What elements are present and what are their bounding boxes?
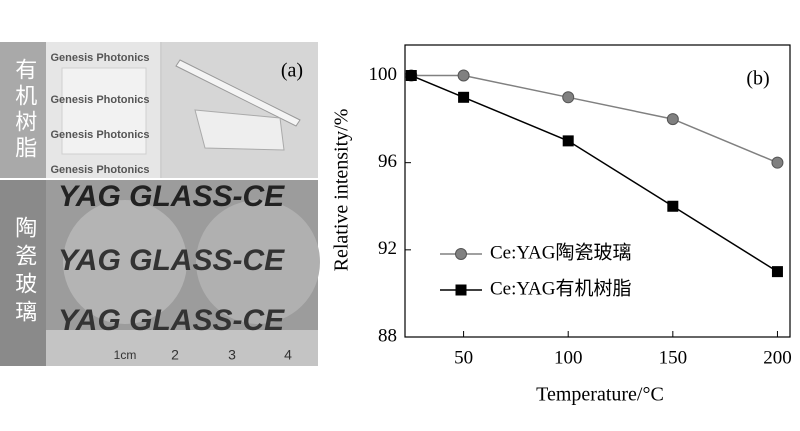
legend-label: Ce:YAG陶瓷玻璃	[490, 241, 631, 263]
tweezer	[175, 59, 301, 127]
x-tick-label: 200	[763, 347, 792, 368]
resin-piece	[61, 67, 147, 155]
panel-label: (a)	[281, 60, 303, 82]
brand-text: Genesis Photonics	[50, 52, 149, 64]
x-axis-title: Temperature/°C	[536, 384, 664, 406]
data-point	[562, 135, 574, 147]
data-point	[457, 69, 470, 82]
data-point	[667, 200, 679, 212]
ruler	[46, 330, 318, 366]
plot-frame	[404, 44, 791, 338]
y-axis-title: Relative intensity/%	[331, 109, 353, 272]
x-tick-label: 100	[554, 347, 583, 368]
glass-text: YAG GLASS-CE	[58, 180, 285, 213]
brand-text: Genesis Photonics	[50, 129, 149, 141]
legend-marker	[455, 284, 467, 296]
y-tick-label: 100	[369, 64, 398, 85]
y-tick-label: 88	[378, 325, 397, 346]
data-point	[562, 91, 575, 104]
ruler-number: 3	[228, 347, 236, 363]
x-tick-label: 50	[454, 347, 473, 368]
label-strip	[0, 42, 46, 178]
ruler-number: 4	[284, 347, 292, 363]
series-line	[411, 74, 778, 164]
photo-panel: 有机树脂 陶瓷玻璃 (a) Genesis Photonics Genesis …	[0, 42, 320, 366]
legend-marker	[455, 248, 467, 260]
glass-text: YAG GLASS-CE	[58, 304, 285, 337]
resin-sheet	[194, 109, 285, 151]
glass-disc	[196, 200, 320, 324]
data-point	[405, 70, 417, 82]
data-point	[458, 91, 470, 103]
legend-label: Ce:YAG有机树脂	[490, 277, 631, 299]
brand-text: Genesis Photonics	[50, 94, 149, 106]
data-point	[666, 113, 679, 126]
glass-text: YAG GLASS-CE	[58, 244, 285, 277]
glass-disc	[63, 200, 187, 324]
x-tick-label: 150	[659, 347, 688, 368]
y-tick-label: 92	[378, 238, 397, 259]
label-strip	[0, 180, 46, 366]
resin-label: 有机树脂	[12, 58, 37, 162]
ruler-unit: 1cm	[114, 348, 137, 362]
glass-label: 陶瓷玻璃	[12, 216, 37, 328]
y-tick-label: 96	[378, 151, 397, 172]
data-point	[771, 266, 783, 278]
data-point	[771, 156, 784, 169]
brand-text: Genesis Photonics	[50, 164, 149, 176]
ruler-number: 2	[171, 347, 179, 363]
panel-label: (b)	[746, 68, 769, 90]
